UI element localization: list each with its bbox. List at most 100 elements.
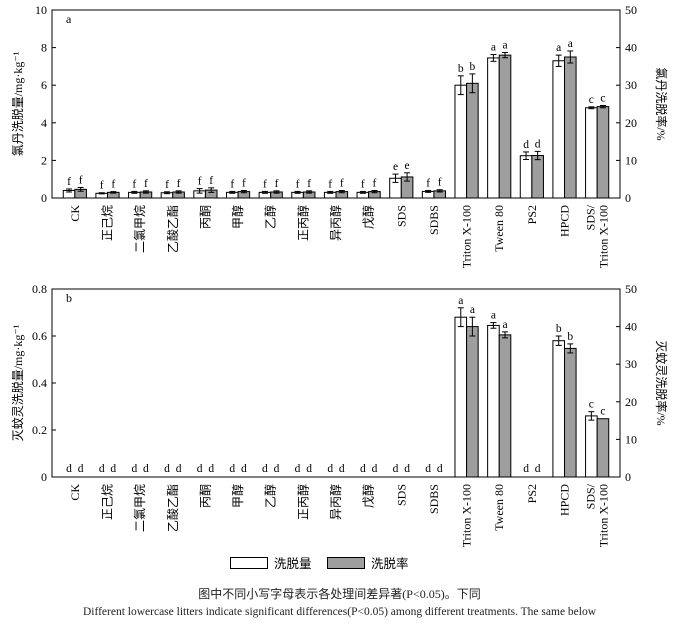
category-label: HPCD [558, 484, 572, 516]
category-label: PS2 [525, 205, 539, 224]
left-axis-title: 氯丹洗脱量/mg·kg⁻¹ [10, 51, 25, 156]
bar-amount [552, 340, 566, 478]
right-axis-tick-label: 0 [625, 470, 631, 484]
bar-rate [564, 347, 577, 478]
significance-letter: f [111, 179, 115, 191]
legend-series1: 洗脱量 [230, 553, 312, 572]
significance-letter: e [405, 160, 410, 172]
significance-letter: f [209, 175, 213, 187]
significance-letter: d [295, 463, 301, 475]
significance-letter: a [458, 295, 463, 307]
significance-letter: a [556, 42, 561, 54]
chart-panel-b: 0 0.2 0.4 0.6 0.8 0 10 20 30 40 50 灭蚊灵洗脱量/mg·kg⁻¹ 灭蚊… [10, 282, 669, 547]
right-axis-tick-label: 20 [625, 116, 637, 130]
left-axis-tick-label: 0 [41, 191, 47, 205]
significance-letter: d [339, 463, 345, 475]
left-axis-tick-label: 4 [41, 116, 47, 130]
significance-letter: f [144, 178, 148, 190]
category-label: CK [68, 484, 82, 501]
bar-amount [487, 57, 500, 199]
category-label: SDS [394, 205, 408, 227]
significance-letter: b [458, 63, 464, 75]
significance-letter: d [535, 138, 541, 150]
category-label: Triton X-100 [597, 205, 611, 268]
significance-letter: d [99, 463, 105, 475]
category-label: SDBS [427, 484, 441, 514]
significance-letter: a [502, 319, 507, 331]
significance-letter: f [361, 178, 365, 190]
category-label: 正己烷 [100, 484, 114, 520]
category-label: Tween 80 [492, 205, 506, 252]
legend-series1-label: 洗脱量 [274, 557, 312, 571]
right-axis-tick-label: 50 [625, 282, 637, 296]
category-label: SDS [394, 484, 408, 506]
right-axis-tick-label: 10 [625, 153, 637, 167]
significance-letter: d [327, 463, 333, 475]
chart-panel-a: 0 2 4 6 8 10 0 10 20 30 40 50 氯丹洗脱量/mg·kg⁻¹ 氯丹洗脱率/% a f… [10, 3, 669, 268]
significance-letter: f [132, 178, 136, 190]
category-label: 丙酮 [198, 205, 212, 229]
right-axis-tick-label: 50 [625, 3, 637, 17]
significance-letter: d [535, 463, 541, 475]
category-label: Triton X-100 [460, 205, 474, 268]
caption-chinese: 图中不同小写字母表示各处理间差异著(P<0.05)。下同 [198, 587, 481, 601]
legend-series2-label: 洗脱率 [371, 557, 409, 571]
bar-rate [531, 155, 544, 199]
category-label: 二氯甲烷 [133, 205, 147, 253]
category-label: 乙酸乙酯 [165, 205, 180, 253]
significance-letter: a [470, 304, 475, 316]
significance-letter: d [360, 463, 366, 475]
bar-amount [454, 84, 468, 199]
significance-letter: b [469, 61, 475, 73]
category-label: 丙酮 [198, 484, 212, 508]
significance-letter: f [230, 178, 234, 190]
left-axis-tick-label: 0 [41, 470, 47, 484]
significance-letter: e [393, 161, 398, 173]
bar-rate [466, 326, 479, 478]
bar-amount [585, 415, 598, 478]
right-axis-tick-label: 40 [625, 320, 637, 334]
significance-letter: d [197, 463, 203, 475]
left-axis-tick-label: 6 [41, 78, 47, 92]
left-axis-tick-label: 0.6 [32, 329, 47, 343]
significance-letter: a [491, 310, 496, 322]
significance-letter: f [242, 177, 246, 189]
significance-letter: c [600, 93, 605, 105]
significance-letter: f [100, 180, 104, 192]
right-axis-tick-label: 40 [625, 41, 637, 55]
significance-letter: d [437, 463, 443, 475]
significance-letter: d [404, 463, 410, 475]
category-label: SDS/ [584, 483, 598, 509]
significance-letter: f [198, 176, 202, 188]
category-label: Triton X-100 [597, 484, 611, 547]
category-label: 二氯甲烷 [133, 484, 147, 532]
category-label: 正丙醇 [295, 205, 310, 241]
significance-letter: d [425, 463, 431, 475]
left-axis-title: 灭蚊灵洗脱量/mg·kg⁻¹ [10, 324, 25, 441]
significance-letter: f [79, 174, 83, 186]
bar-rate [498, 54, 512, 199]
figure-canvas: 0 2 4 6 8 10 0 10 20 30 40 50 氯丹洗脱量/mg·kg⁻¹ 氯丹洗脱率/% a f… [10, 3, 669, 547]
category-label: 乙酸乙酯 [165, 484, 180, 532]
significance-letter: d [78, 463, 84, 475]
legend-series2-swatch [327, 556, 365, 569]
right-axis-tick-label: 30 [625, 357, 637, 371]
significance-letter: d [164, 463, 170, 475]
bar-amount [519, 155, 533, 199]
category-label: 戊醇 [361, 484, 376, 508]
significance-letter: d [131, 463, 137, 475]
significance-letter: c [589, 94, 594, 106]
panel-label: a [66, 12, 72, 26]
legend-series1-swatch [230, 556, 268, 569]
bar-rate [596, 418, 610, 478]
significance-letter: c [589, 399, 594, 411]
significance-letter: a [491, 42, 496, 54]
bar-amount [552, 60, 566, 199]
bar-amount [454, 316, 468, 478]
left-axis-tick-label: 8 [41, 41, 47, 55]
significance-letter: d [274, 463, 280, 475]
right-axis-title: 氯丹洗脱率/% [654, 67, 669, 140]
significance-letter: c [600, 406, 605, 418]
significance-letter: f [275, 178, 279, 190]
category-label: 乙醇 [263, 205, 278, 229]
